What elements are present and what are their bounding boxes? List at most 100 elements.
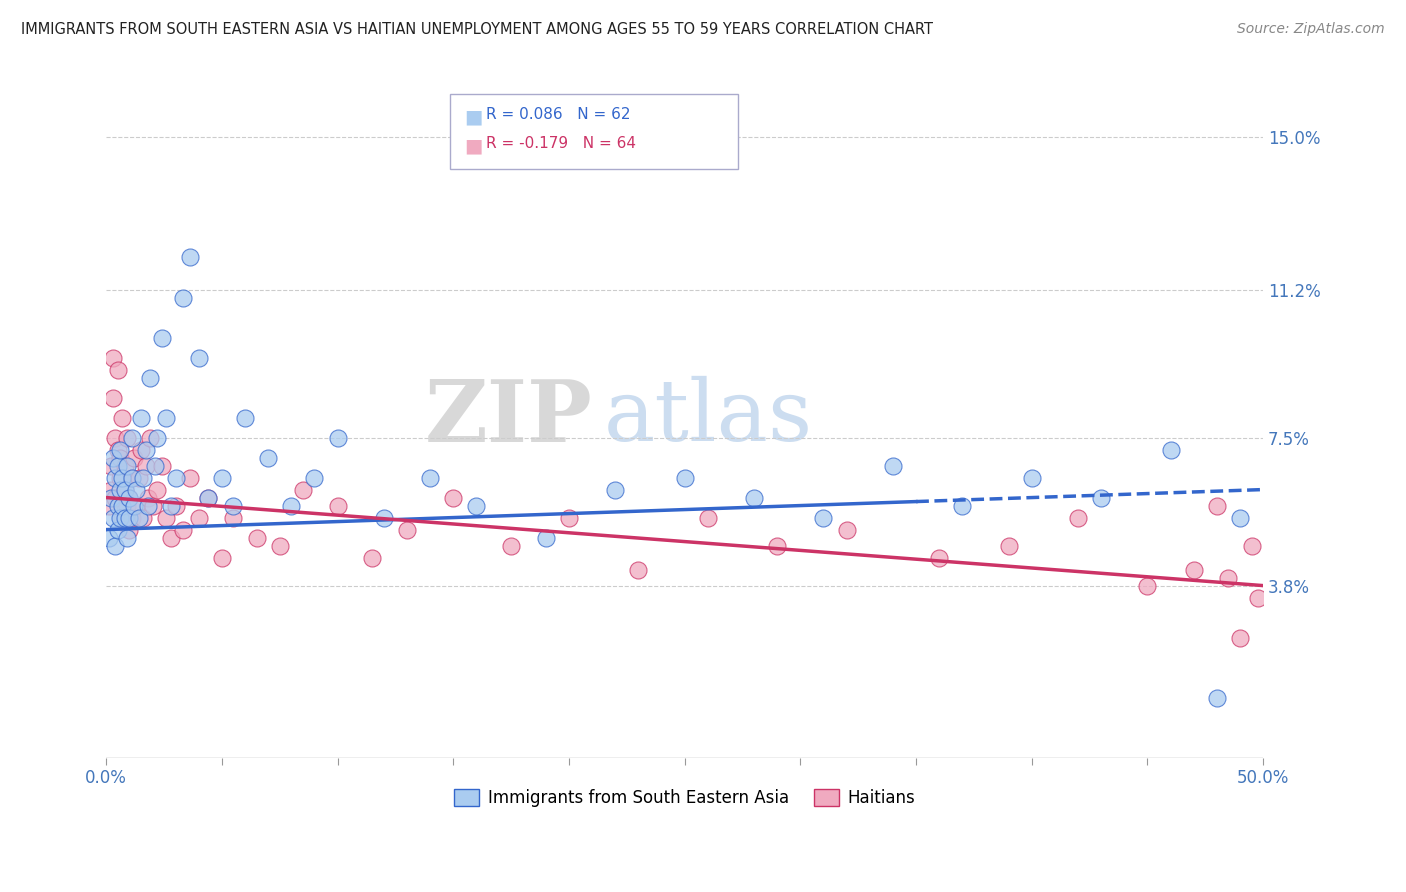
Point	[125, 499, 148, 513]
Point	[222, 510, 245, 524]
Text: R = -0.179   N = 64: R = -0.179 N = 64	[486, 136, 637, 152]
Point	[197, 491, 219, 505]
Point	[361, 550, 384, 565]
Point	[118, 510, 141, 524]
Point	[165, 470, 187, 484]
Point	[107, 499, 129, 513]
Point	[115, 531, 138, 545]
Point	[111, 410, 134, 425]
Point	[101, 510, 124, 524]
Point	[97, 499, 120, 513]
Point	[128, 470, 150, 484]
Text: ■: ■	[464, 136, 482, 155]
Point	[441, 491, 464, 505]
Point	[187, 351, 209, 365]
Point	[291, 483, 314, 497]
Point	[141, 499, 163, 513]
Point	[1205, 690, 1227, 705]
Point	[129, 410, 152, 425]
Point	[304, 470, 326, 484]
Point	[1090, 491, 1112, 505]
Point	[882, 458, 904, 473]
Point	[165, 499, 187, 513]
Point	[97, 531, 120, 545]
Point	[121, 510, 143, 524]
Point	[1160, 442, 1182, 457]
Point	[160, 499, 183, 513]
Point	[1067, 510, 1090, 524]
Point	[1247, 591, 1270, 605]
Point	[104, 539, 127, 553]
Point	[146, 483, 169, 497]
Point	[132, 470, 155, 484]
Point	[187, 510, 209, 524]
Point	[1229, 631, 1251, 645]
Point	[100, 491, 122, 505]
Point	[1205, 499, 1227, 513]
Point	[108, 483, 131, 497]
Point	[107, 458, 129, 473]
Point	[139, 370, 162, 384]
Point	[1229, 510, 1251, 524]
Point	[108, 470, 131, 484]
Point	[558, 510, 581, 524]
Legend: Immigrants from South Eastern Asia, Haitians: Immigrants from South Eastern Asia, Hait…	[447, 782, 921, 814]
Point	[534, 531, 557, 545]
Point	[280, 499, 302, 513]
Point	[115, 431, 138, 445]
Point	[121, 470, 143, 484]
Point	[128, 510, 150, 524]
Point	[160, 531, 183, 545]
Point	[104, 491, 127, 505]
Point	[135, 442, 157, 457]
Point	[269, 539, 291, 553]
Point	[172, 523, 194, 537]
Point	[107, 362, 129, 376]
Point	[395, 523, 418, 537]
Point	[696, 510, 718, 524]
Point	[813, 510, 835, 524]
Point	[146, 431, 169, 445]
Point	[179, 251, 201, 265]
Text: Source: ZipAtlas.com: Source: ZipAtlas.com	[1237, 22, 1385, 37]
Point	[114, 458, 136, 473]
Point	[101, 351, 124, 365]
Point	[326, 499, 349, 513]
Point	[111, 510, 134, 524]
Point	[211, 550, 233, 565]
Point	[100, 483, 122, 497]
Point	[172, 291, 194, 305]
Point	[766, 539, 789, 553]
Point	[605, 483, 627, 497]
Point	[121, 470, 143, 484]
Point	[111, 470, 134, 484]
Point	[108, 450, 131, 465]
Point	[107, 523, 129, 537]
Point	[1136, 578, 1159, 592]
Point	[118, 523, 141, 537]
Point	[257, 450, 280, 465]
Point	[673, 470, 696, 484]
Point	[501, 539, 523, 553]
Point	[211, 470, 233, 484]
Point	[125, 483, 148, 497]
Point	[104, 470, 127, 484]
Point	[118, 491, 141, 505]
Point	[114, 483, 136, 497]
Point	[101, 450, 124, 465]
Point	[326, 431, 349, 445]
Point	[115, 458, 138, 473]
Point	[115, 499, 138, 513]
Point	[1240, 539, 1263, 553]
Point	[136, 499, 159, 513]
Point	[107, 442, 129, 457]
Point	[1218, 571, 1240, 585]
Point	[114, 510, 136, 524]
Point	[136, 491, 159, 505]
Point	[129, 442, 152, 457]
Point	[108, 510, 131, 524]
Point	[155, 410, 177, 425]
Point	[950, 499, 973, 513]
Point	[1021, 470, 1043, 484]
Point	[742, 491, 765, 505]
